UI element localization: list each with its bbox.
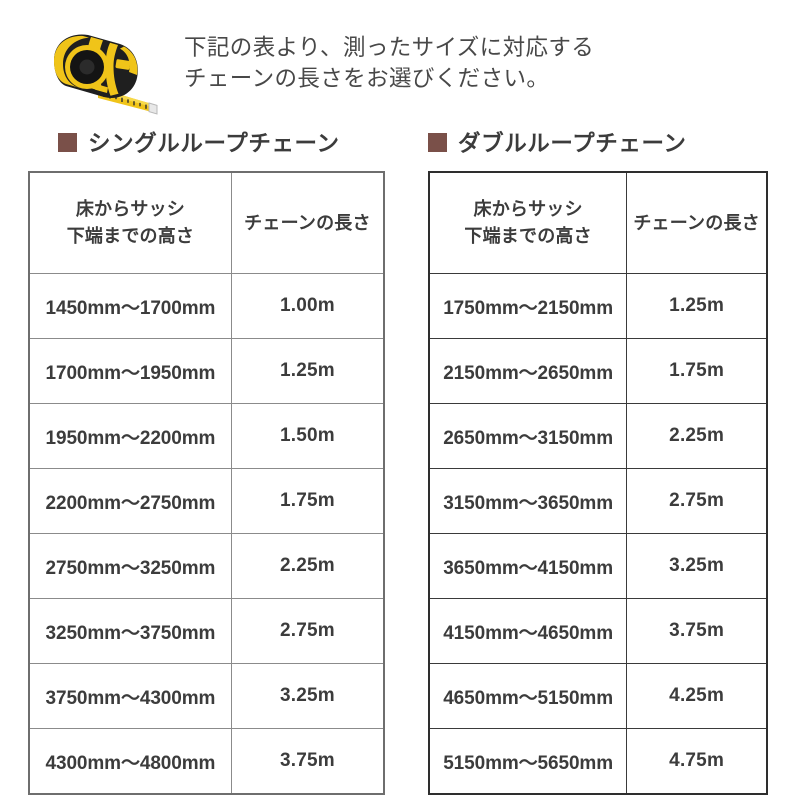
cell-height-range: 2650mm〜3150mm xyxy=(428,403,628,469)
cell-chain-length: 2.75m xyxy=(626,468,768,534)
table-row: 1450mm〜1700mm 1.00m xyxy=(28,273,385,339)
table-row: 2750mm〜3250mm 2.25m xyxy=(28,533,385,599)
cell-chain-length: 1.75m xyxy=(626,338,768,404)
double-loop-table-body: 1750mm〜2150mm 1.25m 2150mm〜2650mm 1.75m … xyxy=(428,273,768,795)
cell-chain-length: 1.00m xyxy=(230,273,385,339)
section-title-label: シングルループチェーン xyxy=(88,131,340,156)
tape-measure-icon xyxy=(36,26,166,118)
cell-height-range: 5150mm〜5650mm xyxy=(428,728,628,795)
cell-chain-length: 3.25m xyxy=(230,663,385,729)
single-loop-chain-table: 床からサッシ 下端までの高さ チェーンの長さ 1450mm〜1700mm 1.0… xyxy=(28,171,385,795)
cell-chain-length: 1.25m xyxy=(230,338,385,404)
cell-height-range: 1750mm〜2150mm xyxy=(428,273,628,339)
cell-height-range: 1950mm〜2200mm xyxy=(28,403,232,469)
cell-height-range: 2750mm〜3250mm xyxy=(28,533,232,599)
square-marker-icon xyxy=(58,132,77,152)
cell-chain-length: 2.25m xyxy=(626,403,768,469)
table-row: 1950mm〜2200mm 1.50m xyxy=(28,403,385,469)
column-header-line-1: 床からサッシ xyxy=(75,199,186,219)
cell-height-range: 4650mm〜5150mm xyxy=(428,663,628,729)
cell-chain-length: 3.25m xyxy=(626,533,768,599)
section-title-single-loop: シングルループチェーン xyxy=(58,126,340,158)
cell-height-range: 2150mm〜2650mm xyxy=(428,338,628,404)
cell-height-range: 2200mm〜2750mm xyxy=(28,468,232,534)
table-row: 4300mm〜4800mm 3.75m xyxy=(28,728,385,795)
table-row: 4150mm〜4650mm 3.75m xyxy=(428,598,768,664)
cell-height-range: 4150mm〜4650mm xyxy=(428,598,628,664)
column-header-window-height: 床からサッシ 下端までの高さ xyxy=(28,171,232,274)
table-row: 2150mm〜2650mm 1.75m xyxy=(428,338,768,404)
section-title-double-loop: ダブルループチェーン xyxy=(428,126,687,158)
cell-height-range: 4300mm〜4800mm xyxy=(28,728,232,795)
cell-chain-length: 4.75m xyxy=(626,728,768,795)
cell-height-range: 3750mm〜4300mm xyxy=(28,663,232,729)
table-row: 1750mm〜2150mm 1.25m xyxy=(428,273,768,339)
cell-height-range: 1450mm〜1700mm xyxy=(28,273,232,339)
intro-line-2: チェーンの長さをお選びください。 xyxy=(184,66,550,91)
column-header-line-1: 床からサッシ xyxy=(473,199,583,219)
table-row: 5150mm〜5650mm 4.75m xyxy=(428,728,768,795)
intro-line-1: 下記の表より、測ったサイズに対応する xyxy=(184,35,595,60)
table-row: 3150mm〜3650mm 2.75m xyxy=(428,468,768,534)
single-loop-table-wrapper: 床からサッシ 下端までの高さ チェーンの長さ 1450mm〜1700mm 1.0… xyxy=(28,171,385,795)
square-marker-icon xyxy=(428,132,447,152)
cell-chain-length: 3.75m xyxy=(230,728,385,795)
double-loop-chain-table: 床からサッシ 下端までの高さ チェーンの長さ 1750mm〜2150mm 1.2… xyxy=(428,171,768,795)
cell-height-range: 3250mm〜3750mm xyxy=(28,598,232,664)
cell-chain-length: 4.25m xyxy=(626,663,768,729)
table-row: 1700mm〜1950mm 1.25m xyxy=(28,338,385,404)
table-row: 3650mm〜4150mm 3.25m xyxy=(428,533,768,599)
column-header-line-2: 下端までの高さ xyxy=(66,226,195,246)
cell-chain-length: 1.75m xyxy=(230,468,385,534)
column-header-window-height: 床からサッシ 下端までの高さ xyxy=(428,171,628,274)
cell-chain-length: 3.75m xyxy=(626,598,768,664)
cell-chain-length: 2.25m xyxy=(230,533,385,599)
table-row: 3250mm〜3750mm 2.75m xyxy=(28,598,385,664)
table-header-row: 床からサッシ 下端までの高さ チェーンの長さ xyxy=(428,171,768,274)
cell-chain-length: 1.50m xyxy=(230,403,385,469)
cell-chain-length: 2.75m xyxy=(230,598,385,664)
table-row: 4650mm〜5150mm 4.25m xyxy=(428,663,768,729)
table-row: 3750mm〜4300mm 3.25m xyxy=(28,663,385,729)
cell-chain-length: 1.25m xyxy=(626,273,768,339)
table-row: 2200mm〜2750mm 1.75m xyxy=(28,468,385,534)
double-loop-table-wrapper: 床からサッシ 下端までの高さ チェーンの長さ 1750mm〜2150mm 1.2… xyxy=(428,171,768,795)
table-header-row: 床からサッシ 下端までの高さ チェーンの長さ xyxy=(28,171,385,274)
column-header-chain-length: チェーンの長さ xyxy=(626,171,768,274)
column-header-chain-length: チェーンの長さ xyxy=(230,171,385,274)
single-loop-table-body: 1450mm〜1700mm 1.00m 1700mm〜1950mm 1.25m … xyxy=(28,273,385,795)
column-header-line-2: 下端までの高さ xyxy=(464,226,592,246)
table-row: 2650mm〜3150mm 2.25m xyxy=(428,403,768,469)
cell-height-range: 1700mm〜1950mm xyxy=(28,338,232,404)
section-title-label: ダブルループチェーン xyxy=(458,131,687,156)
cell-height-range: 3150mm〜3650mm xyxy=(428,468,628,534)
cell-height-range: 3650mm〜4150mm xyxy=(428,533,628,599)
page-header: 下記の表より、測ったサイズに対応する チェーンの長さをお選びください。 xyxy=(0,0,800,118)
intro-text: 下記の表より、測ったサイズに対応する チェーンの長さをお選びください。 xyxy=(184,32,784,94)
